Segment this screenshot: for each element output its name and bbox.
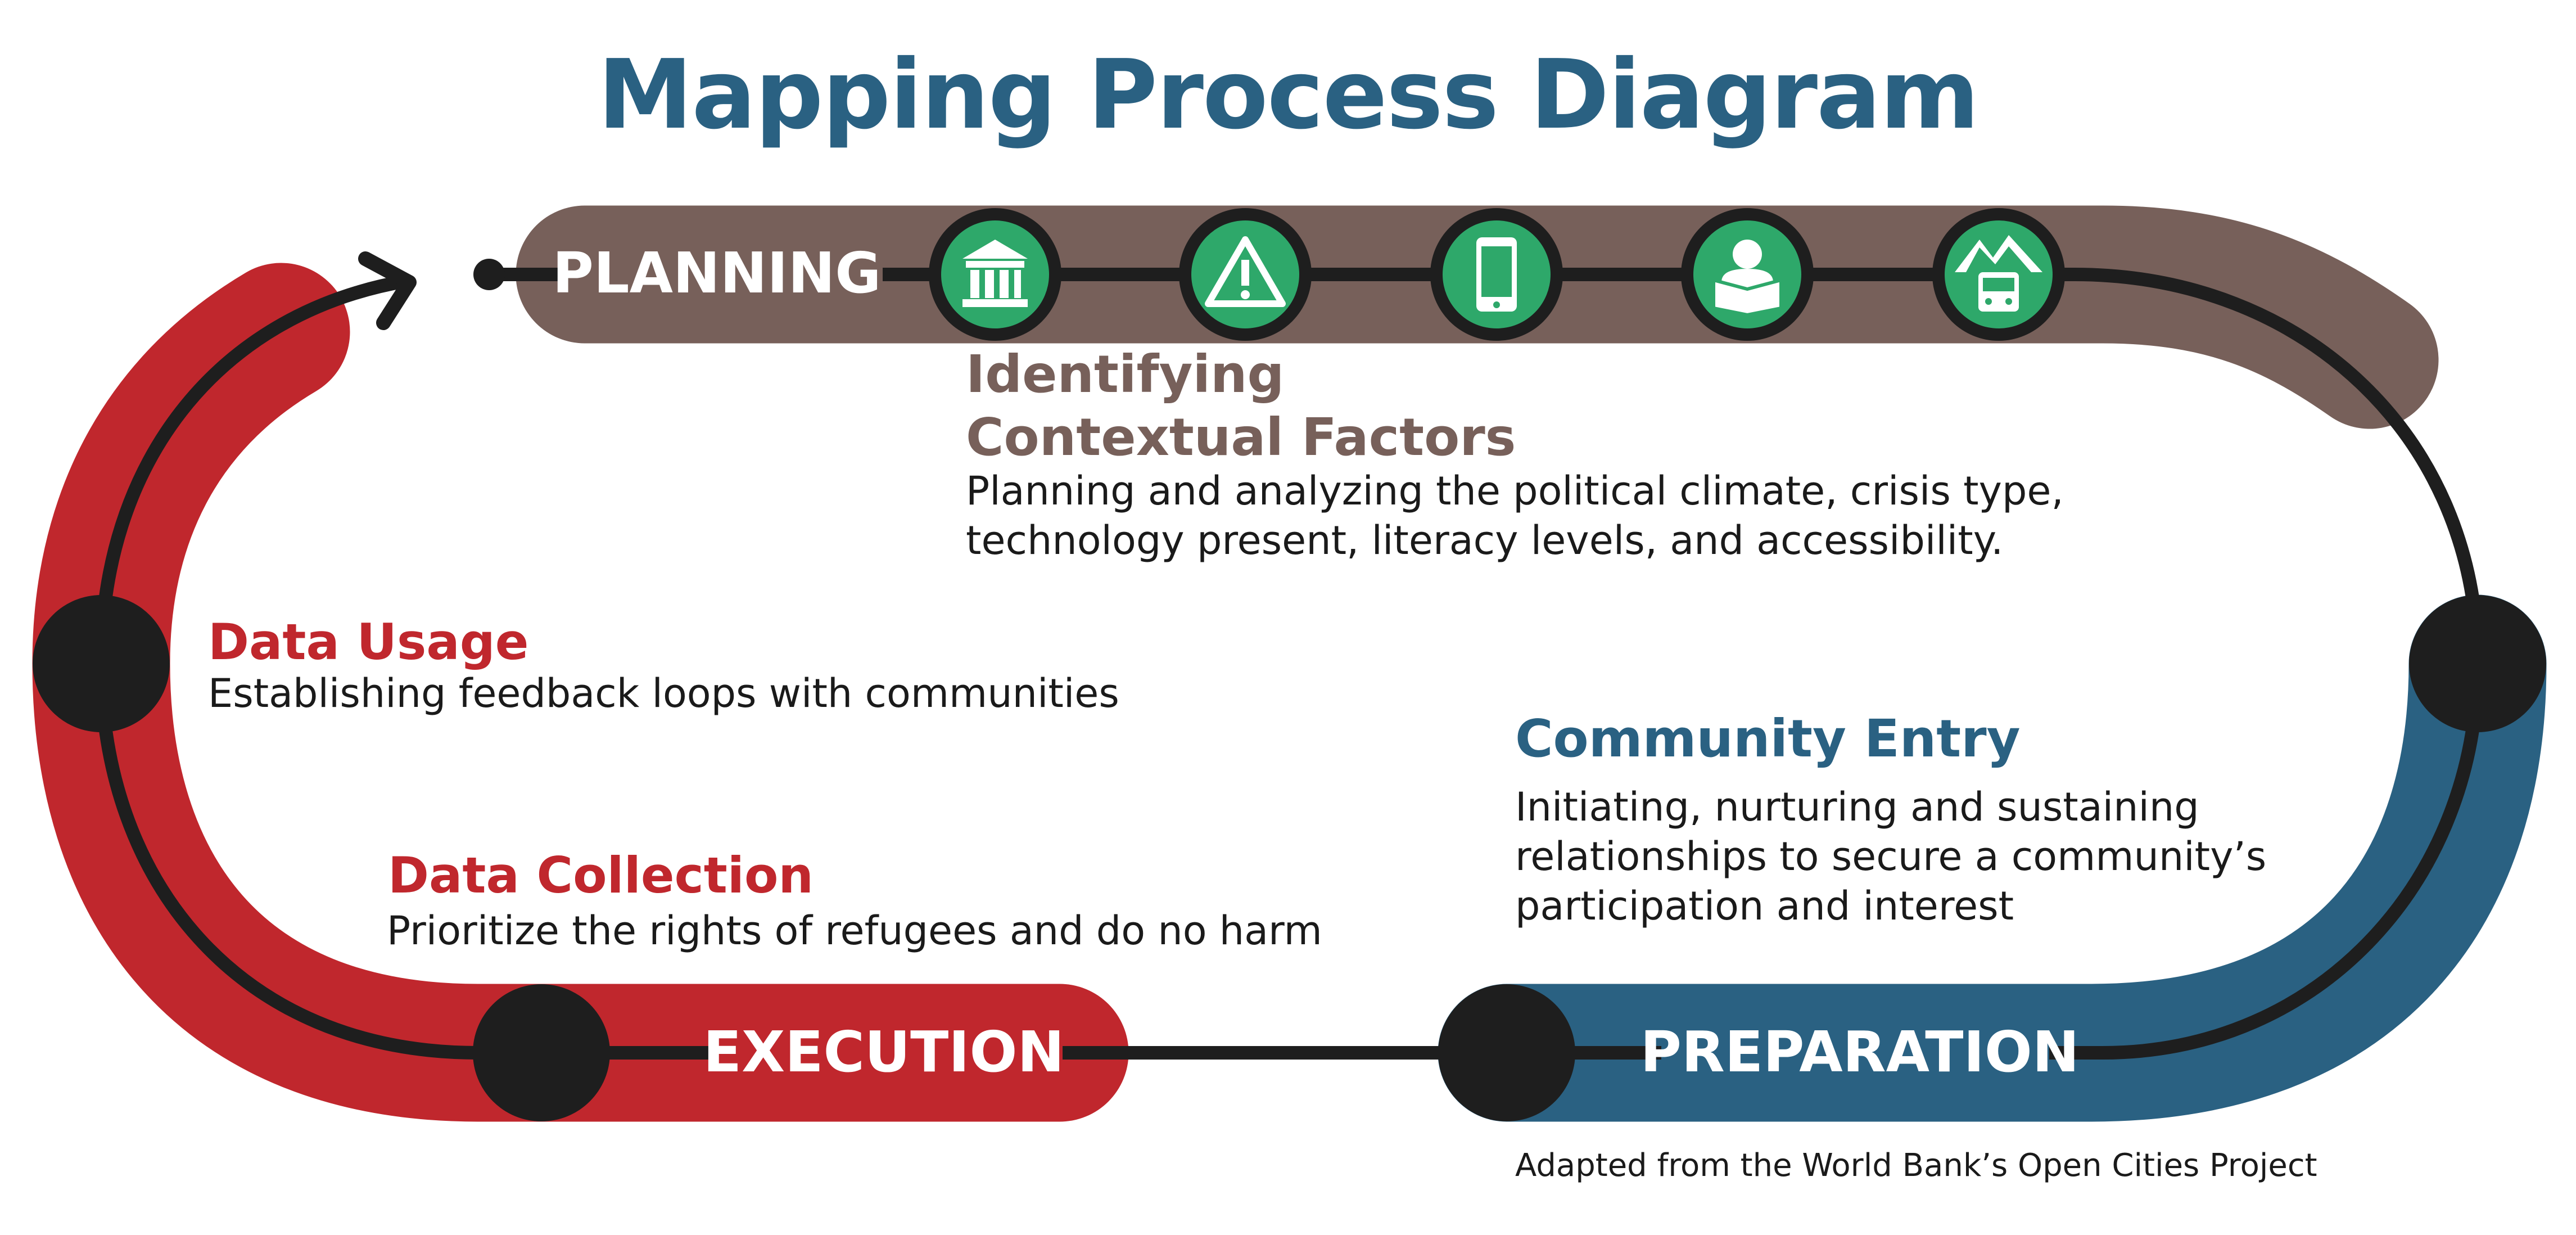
contextual-factors-heading-line2: Contextual Factors <box>966 407 1516 467</box>
execution-stage-label: EXECUTION <box>703 1019 1064 1085</box>
planning-stage-label: PLANNING <box>553 240 882 306</box>
data-collection-body: Prioritize the rights of refugees and do… <box>387 908 1322 954</box>
community-entry-heading: Community Entry <box>1515 709 2021 769</box>
source-credit: Adapted from the World Bank’s Open Citie… <box>1515 1147 2317 1184</box>
contextual-factors-heading-line1: Identifying <box>966 344 1285 404</box>
process-loop-line <box>94 268 2485 1060</box>
page-title: Mapping Process Diagram <box>598 39 1980 151</box>
preparation-milestone-dot <box>1438 984 1575 1121</box>
community-entry-milestone-dot <box>2409 595 2546 732</box>
loop-arrow-head <box>358 251 417 330</box>
mountain-bus-icon <box>1932 208 2065 341</box>
contextual-factors-body-line2: technology present, literacy levels, and… <box>966 517 2004 564</box>
data-usage-heading: Data Usage <box>208 613 529 671</box>
community-entry-body-line1: Initiating, nurturing and sustaining <box>1515 784 2199 830</box>
community-entry-body-line2: relationships to secure a community’s <box>1515 833 2267 880</box>
data-usage-milestone-dot <box>33 595 170 732</box>
data-collection-heading: Data Collection <box>388 846 814 904</box>
preparation-label-backing <box>1661 1019 2049 1087</box>
warning-icon <box>1179 208 1312 341</box>
data-collection-milestone-dot <box>473 984 610 1121</box>
mobile-phone-icon <box>1430 208 1563 341</box>
person-reading-icon <box>1681 208 1814 341</box>
government-building-icon <box>929 208 1061 341</box>
community-entry-body-line3: participation and interest <box>1515 883 2014 929</box>
execution-label-backing <box>714 1019 1063 1087</box>
contextual-factors-body-line1: Planning and analyzing the political cli… <box>966 468 2064 514</box>
planning-label-backing <box>562 242 883 309</box>
planning-start-dot <box>473 259 505 290</box>
preparation-stage-label: PREPARATION <box>1640 1019 2080 1085</box>
data-usage-body: Establishing feedback loops with communi… <box>208 670 1119 716</box>
